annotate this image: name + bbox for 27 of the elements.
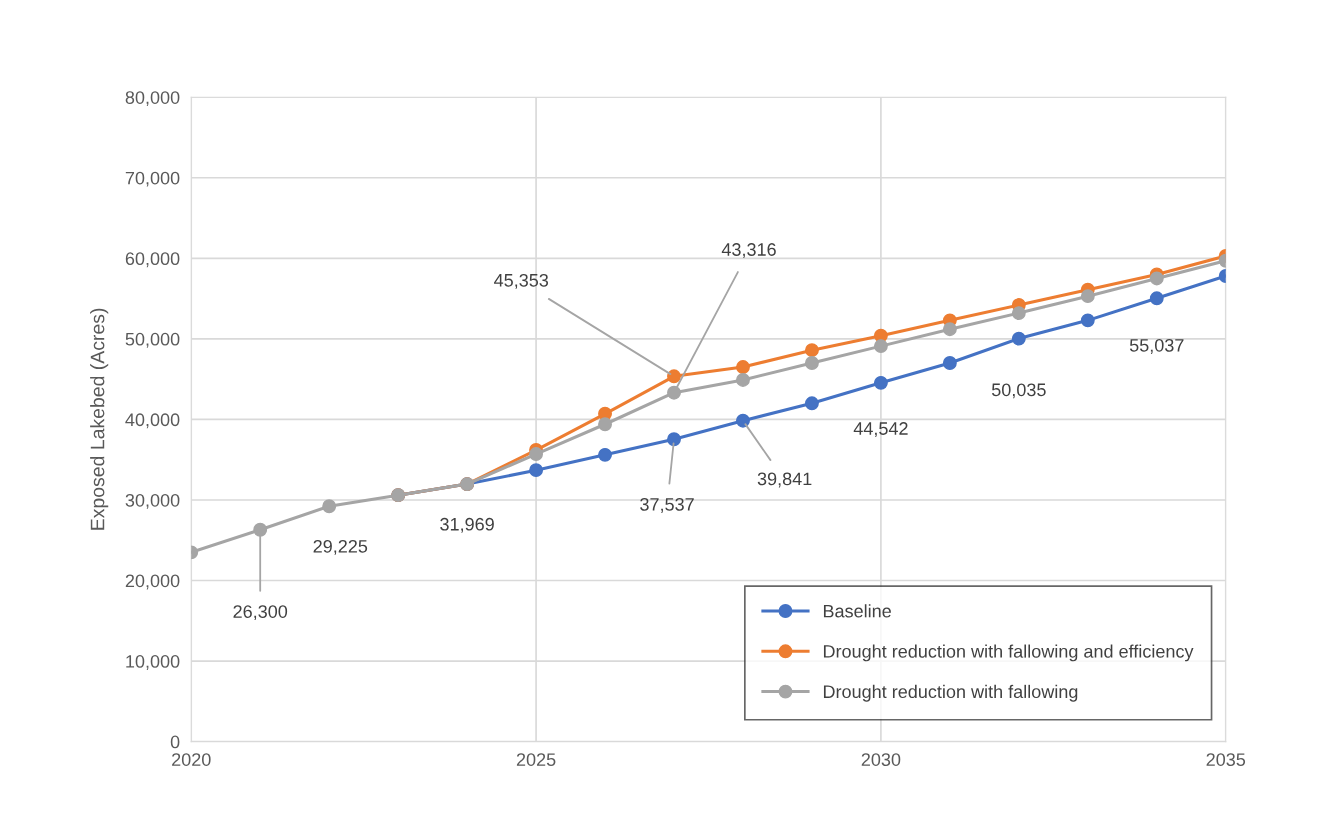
y-tick-label: 0 [170, 735, 180, 749]
annotation: 50,035 [991, 383, 1046, 399]
y-axis-title: Exposed Lakebed (Acres) [90, 308, 109, 530]
y-tick-label: 20,000 [125, 574, 180, 590]
x-tick-label: 2020 [172, 753, 211, 766]
x-tick-label: 2035 [1206, 753, 1246, 766]
legend-label: Drought reduction with fallowing [823, 684, 1078, 702]
annotation: 44,542 [853, 422, 908, 438]
x-tick-label: 2025 [516, 753, 556, 766]
legend-label: Baseline [823, 604, 891, 618]
y-tick-label: 40,000 [125, 413, 180, 429]
y-tick-label: 70,000 [125, 171, 180, 187]
annotation: 43,316 [721, 243, 776, 259]
y-tick-label: 80,000 [125, 91, 180, 107]
y-tick-label: 10,000 [126, 655, 180, 670]
x-tick-label: 2030 [861, 753, 901, 766]
annotation: 45,353 [494, 273, 549, 289]
annotation: 55,037 [1129, 338, 1184, 354]
annotation: 29,225 [313, 539, 368, 555]
annotation: 39,841 [757, 472, 812, 488]
annotation: 26,300 [233, 605, 288, 621]
y-tick-label: 60,000 [125, 252, 180, 268]
y-tick-label: 30,000 [125, 493, 180, 509]
y-tick-label: 50,000 [125, 332, 180, 348]
annotation: 31,969 [440, 517, 494, 533]
legend-label: Drought reduction with fallowing and efficiency [823, 644, 1194, 662]
annotation: 37,537 [640, 497, 694, 513]
